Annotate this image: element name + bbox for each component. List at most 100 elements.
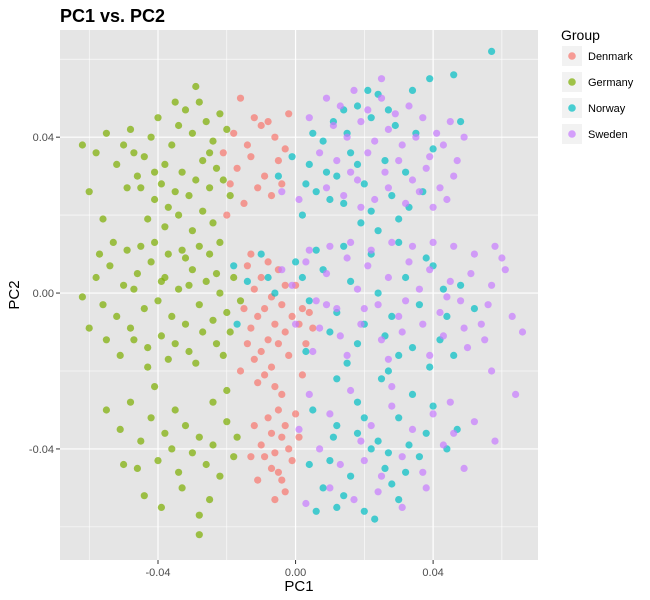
point-sweden [326, 484, 334, 492]
point-sweden [326, 410, 334, 418]
point-denmark [274, 406, 282, 414]
point-germany [181, 422, 190, 430]
point-denmark [267, 192, 276, 200]
point-denmark [288, 312, 296, 320]
point-sweden [384, 355, 392, 363]
legend-swatch-norway [568, 104, 576, 112]
data-points [78, 47, 527, 539]
point-germany [123, 184, 131, 192]
point-denmark [271, 133, 279, 141]
point-germany [219, 176, 227, 184]
point-denmark [264, 118, 272, 126]
point-norway [367, 114, 375, 122]
point-norway [353, 398, 362, 406]
point-denmark [257, 121, 265, 130]
point-norway [371, 515, 379, 523]
point-denmark [281, 488, 289, 496]
point-denmark [264, 258, 272, 266]
point-norway [312, 507, 320, 515]
point-sweden [343, 254, 351, 262]
point-norway [340, 492, 348, 500]
point-germany [168, 312, 176, 320]
point-denmark [254, 379, 262, 387]
point-sweden [322, 270, 331, 278]
legend-swatch-sweden [568, 130, 576, 138]
point-denmark [278, 433, 286, 441]
point-sweden [316, 324, 324, 332]
point-sweden [460, 324, 468, 332]
y-tick-label: 0.04 [33, 132, 54, 144]
point-norway [353, 160, 362, 168]
point-sweden [329, 121, 337, 130]
point-germany [151, 195, 159, 204]
point-sweden [350, 86, 358, 94]
point-sweden [398, 453, 406, 461]
point-germany [206, 149, 214, 157]
point-denmark [261, 371, 269, 379]
point-norway [402, 168, 410, 176]
point-sweden [295, 425, 303, 433]
point-norway [395, 414, 403, 422]
point-germany [223, 125, 231, 133]
point-sweden [511, 390, 520, 398]
point-sweden [336, 460, 344, 469]
legend-label-norway: Norway [588, 103, 626, 115]
point-germany [230, 453, 238, 461]
point-norway [322, 168, 331, 176]
point-norway [360, 414, 368, 422]
point-germany [216, 238, 224, 246]
point-denmark [257, 441, 265, 449]
point-germany [147, 133, 155, 141]
point-germany [126, 324, 135, 332]
point-germany [206, 250, 214, 258]
point-sweden [347, 238, 355, 246]
point-germany [195, 531, 203, 539]
point-sweden [360, 305, 368, 313]
point-sweden [371, 195, 379, 204]
point-norway [395, 351, 403, 359]
point-sweden [377, 472, 386, 480]
point-norway [457, 118, 465, 126]
point-sweden [443, 195, 451, 204]
point-norway [357, 219, 365, 227]
point-norway [319, 137, 327, 145]
point-germany [181, 106, 190, 114]
point-germany [171, 98, 179, 106]
point-norway [271, 289, 279, 297]
point-germany [154, 297, 162, 305]
point-sweden [374, 488, 382, 496]
point-norway [429, 402, 437, 410]
point-denmark [261, 453, 269, 461]
point-norway [298, 211, 306, 219]
point-norway [384, 367, 392, 375]
point-sweden [312, 297, 320, 305]
point-germany [154, 457, 162, 465]
point-sweden [326, 242, 334, 250]
point-sweden [333, 305, 341, 313]
point-denmark [250, 355, 258, 363]
point-sweden [278, 188, 286, 196]
point-germany [216, 472, 224, 480]
point-sweden [336, 102, 344, 110]
point-norway [450, 71, 458, 79]
y-axis-ticks: -0.04 0.00 0.04 [29, 132, 60, 456]
point-sweden [484, 301, 492, 309]
point-norway [381, 157, 389, 165]
point-norway [374, 227, 382, 235]
point-norway [347, 149, 355, 157]
point-sweden [446, 118, 454, 126]
point-germany [137, 242, 145, 250]
point-norway [388, 312, 396, 320]
point-norway [426, 75, 434, 83]
point-sweden [405, 258, 413, 266]
point-norway [402, 273, 410, 282]
y-tick-label: -0.04 [29, 444, 54, 456]
point-norway [395, 215, 403, 223]
point-germany [188, 266, 196, 274]
point-germany [175, 121, 183, 130]
point-sweden [347, 386, 355, 395]
point-sweden [309, 347, 317, 356]
point-denmark [250, 114, 258, 122]
point-norway [243, 277, 251, 285]
point-germany [157, 277, 165, 285]
